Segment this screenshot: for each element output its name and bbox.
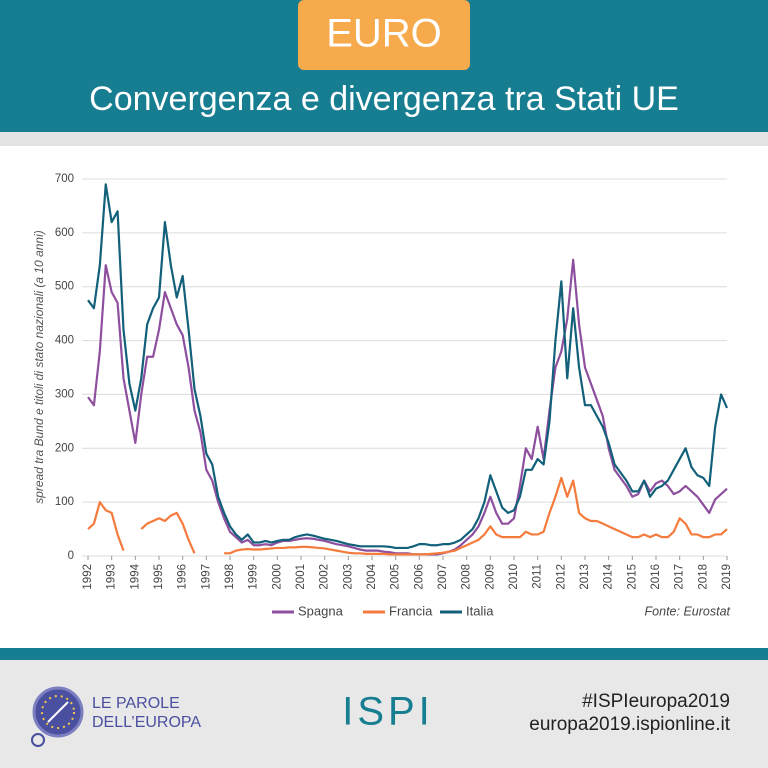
x-tick-label: 2016 (650, 564, 662, 590)
series-line (224, 476, 728, 556)
footer-band (0, 648, 768, 660)
brand-line: LE PAROLE (92, 695, 180, 712)
x-tick-label: 1993 (106, 564, 118, 590)
x-tick-label: 2004 (366, 563, 378, 589)
ispi-logo: ISPI (342, 690, 434, 734)
y-axis-label: spread tra Bund e titoli di stato nazion… (32, 230, 46, 504)
x-tick-label: 2013 (579, 564, 591, 590)
legend-label: Italia (466, 603, 494, 618)
x-tick-label: 1998 (224, 564, 236, 590)
x-tick-label: 2012 (555, 564, 567, 590)
x-tick-label: 1997 (200, 564, 212, 590)
x-tick-label: 2017 (674, 564, 686, 590)
x-tick-label: 1995 (153, 564, 165, 590)
y-tick-label: 300 (55, 388, 74, 400)
tag-box (298, 0, 470, 70)
series-line (140, 511, 196, 554)
x-tick-label: 1992 (82, 564, 94, 590)
y-tick-label: 700 (55, 173, 74, 185)
hashtag: #ISPIeuropa2019 (582, 691, 730, 712)
y-tick-label: 100 (55, 496, 74, 508)
x-tick-label: 2010 (508, 564, 520, 590)
y-tick-label: 400 (55, 335, 74, 347)
y-tick-label: 200 (55, 442, 74, 454)
series-line (87, 501, 125, 551)
x-tick-label: 2011 (532, 564, 544, 589)
title: Convergenza e divergenza tra Stati UE (89, 80, 679, 118)
x-tick-label: 2000 (271, 564, 283, 590)
x-tick-label: 2002 (319, 564, 331, 590)
legend-label: Francia (389, 603, 433, 618)
x-tick-label: 2001 (295, 564, 307, 590)
legend-label: Spagna (298, 603, 344, 618)
x-tick-label: 2019 (721, 564, 733, 590)
x-tick-label: 2018 (697, 564, 709, 590)
x-tick-label: 2005 (390, 564, 402, 590)
x-tick-label: 2007 (437, 564, 449, 590)
series-line (87, 258, 728, 556)
tag: EURO (326, 12, 442, 56)
x-tick-label: 2015 (626, 564, 638, 590)
x-tick-label: 2006 (413, 564, 425, 590)
divider (0, 132, 768, 146)
footer (0, 660, 768, 768)
x-tick-label: 1999 (248, 564, 260, 590)
brand-line: DELL’EUROPA (92, 714, 201, 731)
source: Fonte: Eurostat (645, 604, 731, 618)
x-tick-label: 2008 (461, 564, 473, 590)
series-line (87, 183, 729, 550)
x-tick-label: 2009 (484, 564, 496, 590)
logo-icon (31, 686, 84, 747)
x-tick-label: 2014 (603, 563, 615, 589)
y-tick-label: 0 (68, 550, 74, 562)
x-tick-label: 1996 (177, 564, 189, 590)
x-tick-label: 2003 (342, 564, 354, 590)
x-tick-label: 1994 (129, 563, 141, 589)
url: europa2019.ispionline.it (529, 714, 730, 735)
y-tick-label: 600 (55, 227, 74, 239)
y-tick-label: 500 (55, 281, 74, 293)
